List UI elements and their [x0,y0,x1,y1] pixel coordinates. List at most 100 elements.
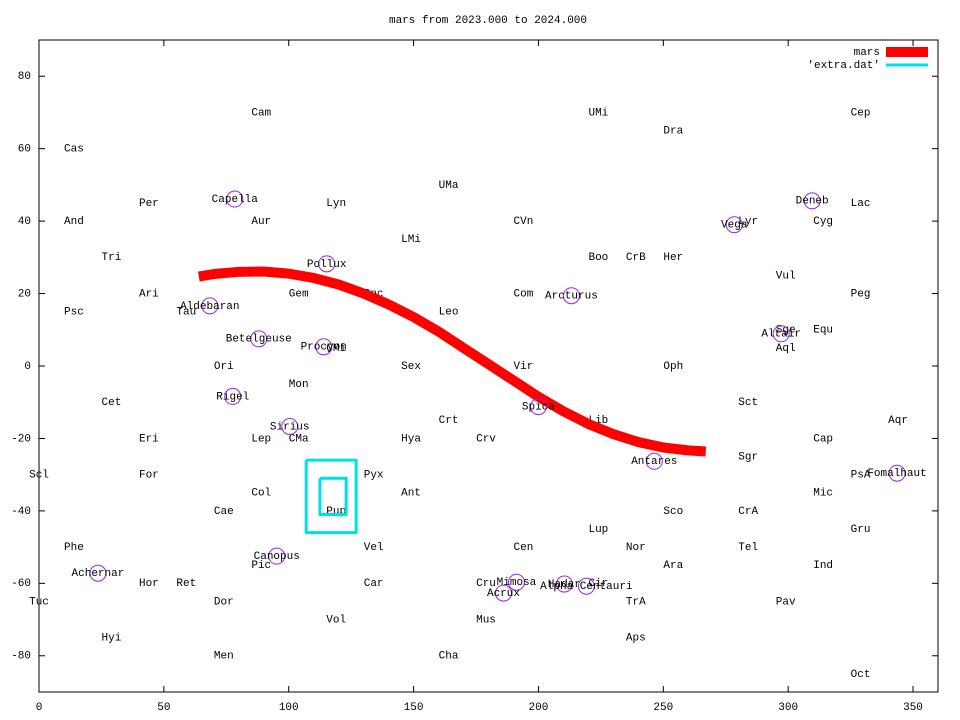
constellation-label: Pyx [364,470,384,482]
constellation-label: Vul [776,270,796,282]
star-marker [494,584,512,602]
star-label: Alpha Centauri [540,581,633,593]
y-tick-label: -40 [11,506,31,518]
constellation-label: Equ [813,325,833,337]
constellation-label: Pav [776,596,796,608]
constellation-label: Dor [214,596,234,608]
constellation-label: Col [251,488,271,500]
x-tick-label: 50 [157,702,170,714]
constellation-label: Mic [813,488,833,500]
constellation-label: Psc [64,307,84,319]
constellation-label: UMa [439,180,459,192]
y-tick-label: 20 [18,288,31,300]
constellation-label: Tau [176,307,196,319]
constellation-label: Cam [251,107,271,119]
star-marker [577,577,595,595]
star-label: Hadar [548,579,581,591]
constellation-label: Ant [401,488,421,500]
star-marker [645,452,663,470]
constellation-label: Ara [663,560,683,572]
star-marker [268,547,286,565]
x-tick-label: 200 [529,702,549,714]
constellation-label: Hyi [102,633,122,645]
x-tick-label: 350 [903,702,923,714]
constellation-label: Hya [401,433,421,445]
y-tick-label: 60 [18,144,31,156]
constellation-label: Tuc [29,596,49,608]
constellation-label: Peg [851,288,871,300]
constellation-label: Lup [588,524,608,536]
constellation-label: Ind [813,560,833,572]
constellation-label: Oct [851,669,871,681]
star-label: Acrux [487,588,520,600]
star-marker [281,417,299,435]
star-marker [226,190,244,208]
constellation-label: Com [514,288,534,300]
star-marker [888,464,906,482]
constellation-label: Car [364,578,384,590]
star-label: Aldebaran [180,301,239,313]
star-label: Deneb [796,196,829,208]
constellation-label: Cap [813,433,833,445]
constellation-label: Sct [738,397,758,409]
constellation-label: Sex [401,361,421,373]
constellation-label: LMi [401,234,421,246]
star-label: Vega [721,220,748,232]
x-tick-label: 300 [778,702,798,714]
star-marker [318,255,336,273]
star-marker [529,398,547,416]
constellation-label: CMa [289,433,309,445]
constellation-label: Cep [851,107,871,119]
constellation-label: Eri [139,433,159,445]
constellation-label: Cet [102,397,122,409]
constellation-label: Nor [626,542,646,554]
star-label: Antares [631,456,677,468]
constellation-label: Per [139,198,159,210]
constellation-label: Boo [588,252,608,264]
constellation-label: Vir [514,361,534,373]
star-label: Achernar [72,568,125,580]
x-tick-label: 0 [36,702,43,714]
constellation-label: Cir [588,578,608,590]
constellation-label: Lep [251,433,271,445]
constellation-label: Gru [851,524,871,536]
star-marker [224,387,242,405]
x-tick-label: 100 [279,702,299,714]
star-marker [250,330,268,348]
constellation-label: Tel [738,542,758,554]
constellation-label: TrA [626,596,646,608]
constellation-label: Crt [439,415,459,427]
star-marker [772,325,790,343]
star-marker [725,216,743,234]
constellation-label: Cas [64,144,84,156]
constellation-label: Aur [251,216,271,228]
y-tick-label: -20 [11,433,31,445]
legend-label: mars [854,47,880,59]
y-tick-label: -60 [11,578,31,590]
constellation-label: Mon [289,379,309,391]
constellation-label: Ori [214,361,234,373]
constellation-label: Cru [476,578,496,590]
chart-title: mars from 2023.000 to 2024.000 [389,15,587,27]
y-tick-label: 0 [24,361,31,373]
star-marker [89,564,107,582]
star-label: Capella [212,194,259,206]
constellation-label: And [64,216,84,228]
constellation-label: Cae [214,506,234,518]
constellation-label: Sco [663,506,683,518]
y-tick-label: 40 [18,216,31,228]
constellation-label: Oph [663,361,683,373]
constellation-label: Vol [326,614,346,626]
constellation-label: Aqr [888,415,908,427]
star-marker [507,573,525,591]
constellation-label: Aql [776,343,796,355]
constellation-label: Phe [64,542,84,554]
star-marker [803,192,821,210]
constellation-label: Lac [851,198,871,210]
star-marker [562,287,580,305]
star-label: Canopus [254,551,300,563]
constellation-label: Aps [626,633,646,645]
constellation-label: Men [214,651,234,663]
constellation-label: Lyn [326,198,346,210]
